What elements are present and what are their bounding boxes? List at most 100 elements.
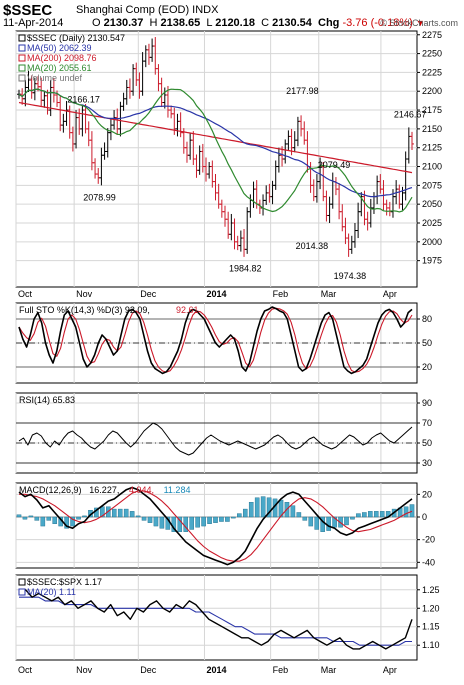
x-label-bottom-6: Apr [383,665,397,675]
macd-hist-bar-14 [100,506,105,518]
macd-hist-bar-11 [82,515,87,518]
macd-hist-bar-51 [320,516,325,532]
macd-hist-bar-41 [260,496,266,518]
macd-hist-bar-22 [147,516,153,523]
x-label-bottom-3: 2014 [206,665,226,675]
x-label-top-1: Nov [76,289,93,299]
price-ytick-label-5: 2100 [422,162,442,172]
macd-hist-bar-52 [326,516,331,531]
price-ytick-label-8: 2175 [422,105,442,115]
open-value: 2130.37 [103,17,144,29]
macd-hist-bar-4 [40,516,46,527]
rsi-ytick-label-0: 30 [422,458,432,468]
x-label-top-6: Apr [383,289,397,299]
ratio-line [18,589,413,650]
macd-hist-bar-39 [248,502,254,518]
x-label-top-3: 2014 [206,289,226,299]
chart-header: $SSEC Shanghai Comp (EOD) INDX 11-Apr-20… [0,0,464,32]
macd-legend-0: MACD(12,26,9) [19,485,82,495]
price-legend-1: MA(50) 2062.39 [27,43,92,53]
price-annotation-2: 1984.82 [229,263,262,273]
macd-hist-bar-0 [16,514,22,518]
x-label-top-0: Oct [18,289,33,299]
stockcharts-logo: © StockCharts.com [380,18,458,28]
ratio-ytick-label-0: 1.10 [422,640,440,650]
ratio-ytick-label-3: 1.25 [422,585,440,595]
macd-hist-bar-18 [123,508,129,518]
macd-legend-1: 16.227, [89,485,119,495]
price-annotation-7: 2146.67 [394,109,427,119]
rsi-ytick-label-1: 50 [422,438,432,448]
symbol-name: Shanghai Comp (EOD) INDX [76,4,219,16]
price-annotation-6: 1974.38 [334,271,367,281]
sto-ytick-label-0: 20 [422,362,432,372]
macd-hist-bar-27 [177,516,183,532]
x-label-top-2: Dec [140,289,157,299]
macd-hist-bar-42 [266,497,272,518]
price-ytick-label-10: 2225 [422,67,442,77]
macd-hist-bar-31 [201,516,206,527]
macd-hist-bar-24 [159,516,165,529]
sto-d-line [18,307,413,373]
macd-hist-bar-50 [314,516,320,530]
rsi-ytick-label-3: 90 [422,398,432,408]
macd-hist-bar-56 [350,516,355,520]
sto-ytick-label-1: 50 [422,338,432,348]
macd-hist-bar-5 [46,516,52,521]
ratio-frame [15,574,418,661]
price-legend-0: $SSEC (Daily) 2130.547 [27,33,125,43]
macd-hist-bar-46 [290,505,296,518]
price-ytick-label-1: 2000 [422,237,442,247]
price-ytick-label-2: 2025 [422,218,442,228]
low-value: 2120.18 [215,17,255,29]
price-bar-124 [410,131,414,150]
price-ytick-label-9: 2200 [422,86,442,96]
price-ytick-label-0: 1975 [422,256,442,266]
down-arrow-icon: ▼ [415,18,425,28]
price-annotation-0: 2166.17 [67,95,100,105]
macd-hist-bar-1 [22,516,28,520]
price-legend-swatch-1 [18,44,26,52]
close-value: 2130.54 [272,17,312,29]
sto-legend-1: 92.61 [176,305,199,315]
macd-ytick-label-1: -20 [422,535,435,545]
quote-line: O 2130.37 H 2138.65 L 2120.18 C 2130.54 … [92,17,425,29]
x-label-bottom-4: Feb [273,665,289,675]
x-label-bottom-0: Oct [18,665,33,675]
x-label-bottom-2: Dec [140,665,157,675]
price-ytick-label-7: 2150 [422,124,442,134]
macd-hist-bar-3 [34,516,40,521]
macd-hist-bar-33 [213,516,218,523]
macd-hist-bar-57 [356,513,361,518]
macd-hist-bar-9 [70,516,75,527]
price-ytick-label-12: 2275 [422,30,442,40]
price-legend-2: MA(200) 2098.76 [27,53,97,63]
macd-hist-bar-47 [296,512,302,518]
macd-hist-bar-35 [225,516,230,522]
macd-hist-bar-21 [141,516,147,521]
x-label-top-4: Feb [273,289,289,299]
macd-hist-bar-61 [379,511,385,518]
macd-ytick-label-3: 20 [422,489,432,499]
quote-date: 11-Apr-2014 [3,17,64,29]
macd-hist-bar-65 [403,506,409,518]
macd-hist-bar-17 [117,508,123,518]
macd-ytick-label-2: 0 [422,512,427,522]
symbol-title: $SSEC [3,2,53,19]
price-ytick-label-11: 2250 [422,49,442,59]
macd-hist-bar-37 [237,513,242,518]
ratio-legend-1: MA(20) 1.11 [27,587,76,597]
macd-legend-3: 11.284 [164,485,191,495]
ratio-ytick-label-1: 1.15 [422,622,440,632]
macd-hist-bar-20 [135,515,141,518]
price-ma50-line [18,88,413,198]
x-label-top-5: Mar [321,289,337,299]
ratio-legend-swatch-0 [18,578,26,586]
price-ytick-label-6: 2125 [422,143,442,153]
sto-k-line [18,306,413,375]
x-label-bottom-1: Nov [76,665,93,675]
ratio-legend-0: $SSEC:$SPX 1.17 [27,577,102,587]
price-legend-swatch-3 [18,64,26,72]
